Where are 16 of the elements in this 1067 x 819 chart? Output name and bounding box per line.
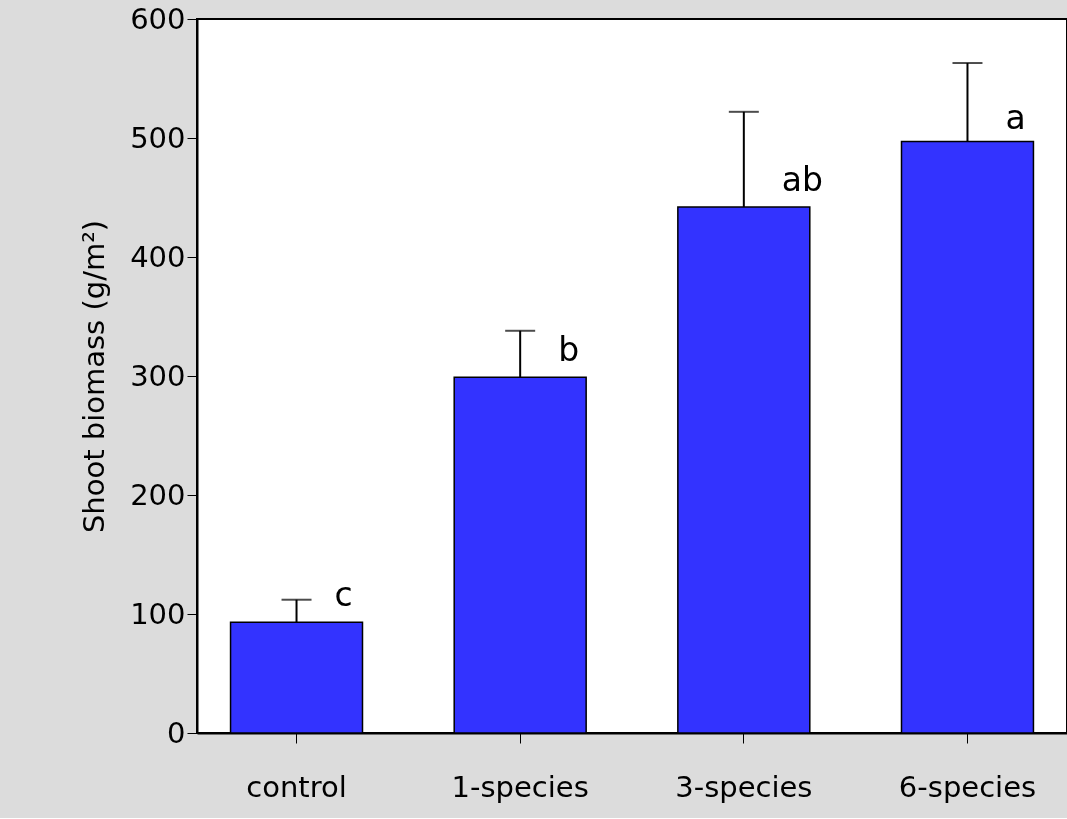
x-tick-label: 3-species xyxy=(675,769,813,804)
annotation: a xyxy=(1005,97,1026,137)
annotation: c xyxy=(334,574,353,614)
annotation: b xyxy=(558,329,580,369)
y-tick-label: 300 xyxy=(130,358,186,393)
y-tick-label: 0 xyxy=(167,715,186,750)
x-tick-label: 1-species xyxy=(451,769,589,804)
y-tick-label: 600 xyxy=(130,1,186,36)
x-tick-label: control xyxy=(246,769,347,804)
y-tick-label: 200 xyxy=(130,477,186,512)
y-tick-label: 100 xyxy=(130,596,186,631)
x-tick-label: 6-species xyxy=(898,769,1037,804)
y-axis-title: Shoot biomass (g/m²) xyxy=(77,219,112,534)
y-tick-label: 400 xyxy=(130,239,186,274)
annotation: ab xyxy=(781,159,823,199)
y-tick-label: 500 xyxy=(130,120,186,155)
